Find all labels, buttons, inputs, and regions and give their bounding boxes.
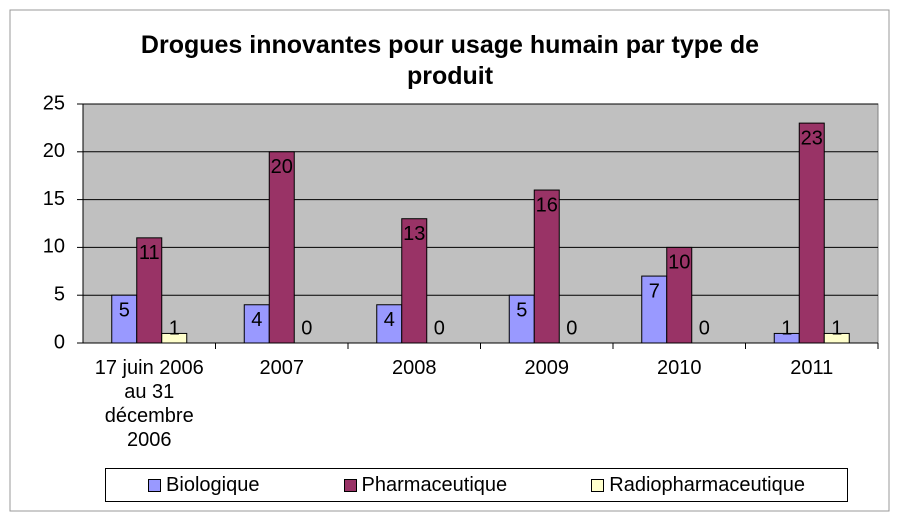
- y-tick-label: 20: [43, 140, 65, 162]
- data-label: 16: [536, 194, 558, 216]
- data-label: 0: [301, 317, 312, 339]
- data-label: 0: [434, 317, 445, 339]
- legend-swatch: [591, 478, 605, 492]
- bar: [823, 332, 850, 344]
- data-label: 20: [271, 156, 293, 178]
- x-tick-label: 2008: [392, 357, 437, 379]
- chart-title: Drogues innovantes pour usage humain par…: [140, 31, 760, 90]
- legend-item: Pharmaceutique: [343, 473, 508, 497]
- legend-swatch: [148, 478, 162, 492]
- y-tick-label: 5: [54, 283, 65, 305]
- data-label: 4: [384, 309, 395, 331]
- bar: [533, 189, 560, 344]
- legend: Biologique Pharmaceutique Radiopharmaceuti…: [105, 468, 848, 502]
- data-label: 13: [403, 223, 425, 245]
- data-label: 5: [119, 299, 130, 321]
- bar: [798, 122, 825, 344]
- data-label: 0: [699, 317, 710, 339]
- legend-label: Biologique: [166, 473, 260, 496]
- bar: [401, 218, 428, 344]
- bar: [243, 304, 270, 344]
- legend-label: Pharmaceutique: [361, 473, 508, 496]
- x-tick-label: 2011: [790, 357, 834, 379]
- x-tick-label: 2010: [657, 357, 702, 379]
- data-label: 7: [649, 280, 660, 302]
- data-label: 5: [516, 299, 527, 321]
- data-label: 4: [251, 309, 262, 331]
- legend-item: Biologique: [148, 474, 259, 497]
- y-tick-label: 15: [43, 188, 65, 210]
- bar: [268, 151, 295, 344]
- bar: [508, 294, 535, 344]
- bar: [136, 237, 163, 344]
- y-tick-label: 25: [43, 92, 65, 114]
- data-label: 11: [139, 242, 160, 264]
- legend-item: Radiopharmaceutique: [591, 474, 805, 497]
- y-tick-label: 10: [43, 236, 65, 258]
- data-label: 1: [781, 317, 792, 339]
- bar: [161, 332, 188, 344]
- y-tick-label: 0: [54, 331, 65, 353]
- legend-label: Radiopharmaceutique: [609, 473, 805, 496]
- legend-swatch: [343, 478, 357, 492]
- bar: [111, 294, 138, 344]
- x-tick-label: 17 juin 2006 au 31 décembre 2006: [94, 357, 204, 451]
- data-label: 10: [668, 252, 690, 274]
- data-label: 23: [801, 127, 823, 149]
- data-label: 1: [831, 317, 842, 339]
- x-tick-label: 2007: [259, 357, 305, 379]
- data-label: 1: [169, 317, 180, 339]
- data-label: 0: [566, 317, 577, 339]
- bar: [666, 246, 693, 344]
- x-tick-label: 2009: [524, 357, 570, 379]
- plot-area: [82, 103, 879, 344]
